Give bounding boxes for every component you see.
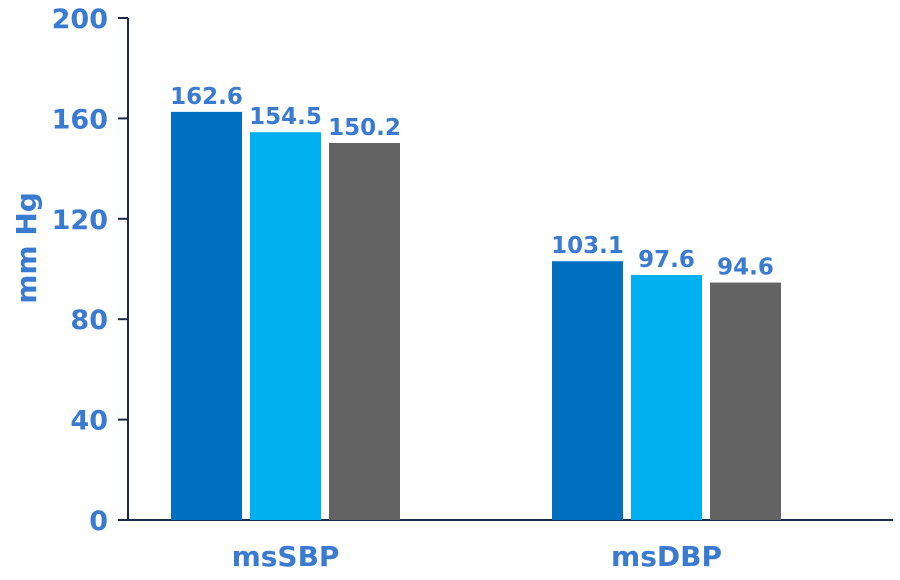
- bar: [250, 132, 321, 520]
- bar: [329, 142, 400, 521]
- data-label: 103.1: [551, 233, 624, 259]
- y-tick-label: 40: [70, 406, 108, 437]
- y-axis-ticks: 0 40 80 120 160 200: [52, 4, 128, 537]
- bar: [171, 111, 242, 521]
- y-tick-label: 160: [52, 104, 108, 135]
- bar: [710, 282, 781, 520]
- y-tick-label: 80: [70, 305, 108, 336]
- category-label: msDBP: [611, 540, 722, 573]
- data-label: 162.6: [170, 84, 243, 110]
- bars: [171, 111, 781, 521]
- data-label: 94.6: [717, 255, 774, 281]
- data-label: 150.2: [328, 115, 401, 141]
- y-tick-label: 120: [52, 205, 108, 236]
- category-labels: msSBP msDBP: [232, 540, 722, 573]
- y-tick-label: 200: [52, 4, 108, 35]
- bar: [631, 275, 702, 520]
- category-label: msSBP: [232, 540, 340, 573]
- y-tick-label: 0: [89, 506, 108, 537]
- data-label: 97.6: [638, 247, 695, 273]
- y-axis-title: mm Hg: [10, 192, 43, 304]
- bar: [552, 261, 623, 520]
- data-label: 154.5: [249, 104, 322, 130]
